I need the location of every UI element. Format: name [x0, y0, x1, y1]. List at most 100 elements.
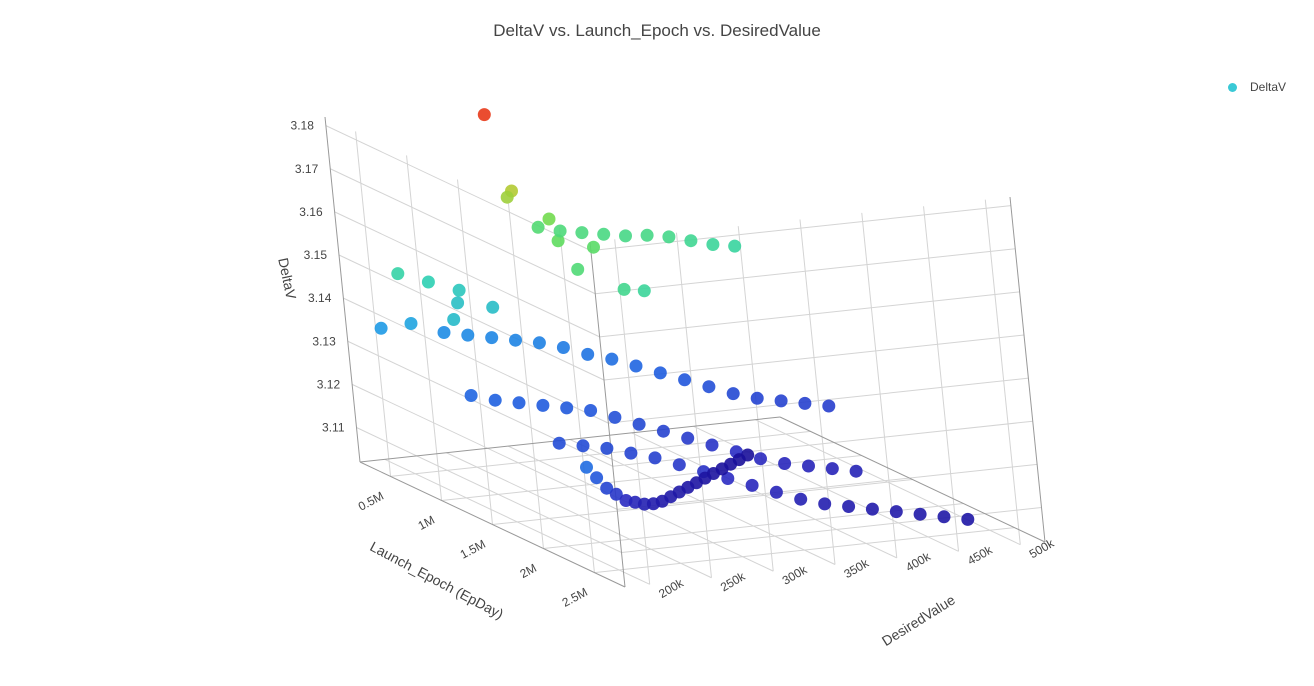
data-point [726, 387, 740, 401]
z-tick-label: 3.14 [308, 291, 332, 305]
data-point [818, 497, 832, 511]
data-point [437, 326, 451, 339]
z-tick-label: 3.18 [291, 119, 315, 133]
data-point [571, 262, 585, 276]
data-point [461, 328, 475, 342]
data-point [500, 190, 514, 204]
box-edge [359, 416, 781, 463]
gridline-left-z [351, 383, 618, 510]
gridline-left-y [406, 155, 443, 501]
y-tick-label: 1M [416, 513, 437, 533]
gridline-floor-y [594, 527, 1015, 574]
data-point [961, 512, 975, 526]
data-point [778, 457, 792, 470]
data-point [609, 487, 623, 501]
data-point [617, 282, 631, 296]
data-point [587, 240, 600, 254]
data-point [553, 224, 567, 238]
gridline-back-x [614, 239, 651, 585]
gridline-back-z [590, 205, 1011, 252]
z-tick-label: 3.13 [312, 334, 336, 348]
gridline-back-x [984, 199, 1021, 545]
data-point [624, 446, 638, 460]
data-point [600, 481, 614, 495]
data-point [637, 284, 651, 298]
data-point [640, 228, 654, 242]
data-point [575, 226, 589, 240]
gridline-left-z [334, 211, 600, 338]
gridline-back-x [923, 206, 960, 552]
data-point [421, 275, 435, 289]
gridline-back-z [599, 291, 1020, 338]
x-tick-label: 250k [718, 569, 748, 595]
x-axis-title: DesiredValue [879, 591, 958, 649]
data-point [536, 398, 550, 412]
data-point [842, 500, 856, 513]
data-point [721, 472, 735, 485]
data-point [477, 108, 491, 122]
data-point [576, 439, 590, 453]
gridline-back-z [612, 420, 1033, 467]
data-point [404, 317, 418, 330]
data-point [750, 391, 764, 405]
gridline-back-x [675, 232, 712, 578]
data-point [706, 238, 720, 251]
gridline-left-z [325, 125, 592, 252]
data-point [889, 505, 903, 519]
legend[interactable]: DeltaV [1228, 80, 1286, 94]
data-point [745, 478, 759, 492]
data-point [580, 460, 593, 474]
x-tick-label: 500k [1027, 536, 1057, 562]
data-point [681, 431, 695, 445]
gridline-left-z [330, 168, 596, 295]
data-point [865, 502, 879, 516]
gridline-left-y [507, 203, 544, 549]
data-point [619, 229, 632, 243]
data-point [485, 331, 499, 345]
gridline-back-z [603, 334, 1025, 381]
data-point [532, 336, 546, 350]
data-point [678, 373, 692, 387]
grid-lines [324, 116, 1046, 588]
x-tick-label: 200k [656, 575, 686, 601]
data-point [374, 321, 388, 335]
data-points [374, 108, 975, 526]
gridline-left-y [355, 131, 392, 477]
gridline-left-z [356, 427, 622, 553]
data-point [632, 417, 646, 431]
data-point [937, 510, 951, 524]
data-point [584, 404, 598, 417]
z-tick-label: 3.11 [322, 421, 345, 435]
data-point [798, 396, 812, 410]
data-point [552, 436, 566, 450]
data-point [822, 399, 836, 413]
gridline-back-z [617, 463, 1038, 510]
x-tick-label: 300k [780, 562, 810, 588]
data-point [560, 401, 574, 415]
tick-labels: 3.18 3.17 3.16 3.15 3.14 3.13 3.12 3.11 0.5M 1M 1.… [291, 119, 1058, 610]
data-point [551, 234, 565, 248]
y-tick-label: 2M [518, 561, 539, 581]
z-tick-label: 3.12 [317, 377, 341, 391]
data-point [684, 234, 698, 248]
data-point [825, 462, 839, 476]
data-point [556, 341, 570, 354]
data-point [728, 239, 742, 253]
data-point [656, 424, 670, 438]
gridline-back-z [621, 507, 1042, 553]
gridline-floor-y [441, 454, 862, 501]
data-point [705, 438, 719, 452]
data-point [913, 507, 927, 521]
y-tick-label: 0.5M [356, 489, 386, 514]
legend-label: DeltaV [1250, 80, 1287, 94]
data-point [653, 366, 667, 380]
z-axis-title: DeltaV [275, 256, 300, 301]
data-point [452, 283, 466, 297]
data-point [531, 220, 545, 234]
data-point [391, 267, 405, 281]
data-point [774, 394, 788, 408]
data-point [464, 389, 478, 402]
gridline-left-y [457, 179, 493, 525]
data-point [512, 396, 526, 410]
